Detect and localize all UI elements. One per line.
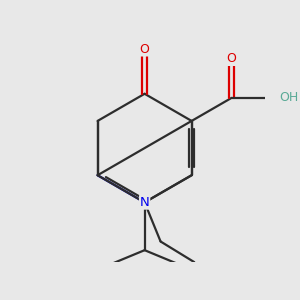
Text: O: O	[140, 43, 149, 56]
Text: O: O	[227, 52, 236, 65]
Text: N: N	[140, 196, 149, 209]
Text: OH: OH	[280, 92, 299, 104]
